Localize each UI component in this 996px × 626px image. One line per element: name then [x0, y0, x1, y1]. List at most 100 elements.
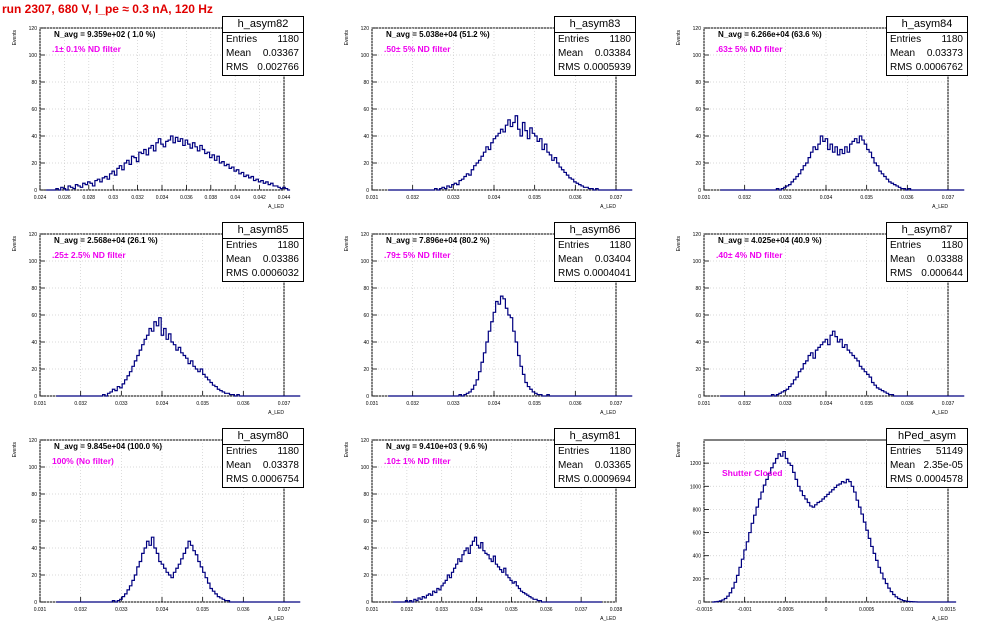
x-axis-title: A_LED — [600, 410, 616, 416]
stats-row-entries: Entries 1180 — [223, 445, 303, 459]
y-tick-label: 120 — [29, 232, 38, 238]
stats-value: 0.0006762 — [915, 62, 963, 73]
stats-value: 0.03384 — [594, 48, 631, 59]
y-tick-label: 0 — [698, 600, 701, 606]
stats-row-entries: Entries 1180 — [223, 239, 303, 253]
histogram-series — [388, 115, 633, 191]
filter-label: 100% (No filter) — [52, 456, 114, 466]
x-tick-label: 0.033 — [435, 607, 448, 613]
stats-label: Mean — [226, 254, 252, 265]
x-tick-label: -0.0005 — [777, 607, 794, 613]
stats-value: 51149 — [935, 446, 963, 457]
navg-label: N_avg = 6.266e+04 (63.6 %) — [718, 30, 822, 39]
stats-row-rms: RMS 0.000644 — [887, 267, 967, 281]
x-tick-label: 0.037 — [942, 195, 955, 201]
stats-title: hPed_asym — [887, 429, 967, 445]
x-tick-label: 0.033 — [447, 195, 460, 201]
stats-box: hPed_asym Entries 51149 Mean 2.35e-05 RMS 0.00… — [886, 428, 968, 488]
y-tick-label: 40 — [363, 134, 369, 140]
stats-row-mean: Mean 0.03386 — [223, 253, 303, 267]
y-tick-label: 100 — [693, 53, 702, 59]
x-tick-label: 0.037 — [278, 607, 291, 613]
histogram-series — [720, 135, 965, 191]
x-tick-label: 0.035 — [196, 607, 209, 613]
stats-box: h_asym83 Entries 1180 Mean 0.03384 RMS 0.00059… — [554, 16, 636, 76]
y-tick-label: 100 — [693, 259, 702, 265]
x-tick-label: 0.037 — [942, 401, 955, 407]
x-tick-label: 0.034 — [470, 607, 483, 613]
stats-value: 0.03367 — [262, 48, 299, 59]
x-tick-label: 0.04 — [230, 195, 240, 201]
histogram-svg: -0.0015 -0.001 -0.0005 0 0.0005 0.001 0.0015 0 2… — [676, 439, 957, 622]
stats-label: Mean — [890, 460, 916, 471]
x-axis-title: A_LED — [268, 410, 284, 416]
y-axis-title: Events — [12, 236, 18, 252]
y-axis-title: Events — [344, 236, 350, 252]
stats-row-mean: Mean 0.03365 — [555, 459, 635, 473]
y-axis-title: Events — [12, 30, 18, 46]
stats-title: h_asym84 — [887, 17, 967, 33]
x-tick-label: 0.038 — [610, 607, 623, 613]
histogram-pad-h_asym83: 0.031 0.032 0.033 0.034 0.035 0.036 0.037 0 20 40… — [332, 8, 664, 214]
x-tick-label: 0.036 — [569, 195, 582, 201]
x-tick-label: 0.038 — [205, 195, 218, 201]
y-tick-label: 40 — [695, 134, 701, 140]
y-tick-label: 100 — [29, 465, 38, 471]
stats-value: 0.03378 — [262, 460, 299, 471]
stats-box: h_asym84 Entries 1180 Mean 0.03373 RMS 0.00067… — [886, 16, 968, 76]
x-tick-label: 0 — [825, 607, 828, 613]
x-tick-label: 0.035 — [860, 401, 873, 407]
x-tick-label: 0.032 — [406, 401, 419, 407]
x-tick-label: 0.037 — [278, 401, 291, 407]
stats-row-rms: RMS 0.0005939 — [555, 61, 635, 75]
histogram-series — [56, 536, 301, 603]
x-tick-label: 0.034 — [156, 401, 169, 407]
stats-row-rms: RMS 0.0006762 — [887, 61, 967, 75]
stats-row-mean: Mean 0.03367 — [223, 47, 303, 61]
histogram-pad-h_asym82: 0.024 0.026 0.028 0.03 0.032 0.034 0.036 0.038 0… — [0, 8, 332, 214]
y-tick-label: 120 — [693, 26, 702, 32]
x-tick-label: 0.037 — [610, 195, 623, 201]
stats-value: 1180 — [609, 446, 631, 457]
x-tick-label: 0.031 — [698, 195, 711, 201]
x-axis-title: A_LED — [932, 204, 948, 210]
y-tick-label: 400 — [693, 554, 702, 560]
x-tick-label: 0.035 — [505, 607, 518, 613]
filter-label: .25± 2.5% ND filter — [52, 250, 126, 260]
x-tick-label: 0.032 — [406, 195, 419, 201]
stats-value: 0.0006754 — [251, 474, 299, 485]
x-tick-label: 0.033 — [115, 401, 128, 407]
y-tick-label: 0 — [698, 394, 701, 400]
stats-box: h_asym81 Entries 1180 Mean 0.03365 RMS 0.00096… — [554, 428, 636, 488]
histogram-series — [712, 450, 957, 603]
stats-row-mean: Mean 0.03373 — [887, 47, 967, 61]
x-tick-label: 0.034 — [488, 401, 501, 407]
y-tick-label: 20 — [31, 161, 37, 167]
y-tick-label: 0 — [366, 188, 369, 194]
x-tick-label: -0.0015 — [696, 607, 713, 613]
x-tick-label: 0.031 — [366, 401, 379, 407]
stats-label: Entries — [226, 446, 258, 457]
histogram-svg: 0.031 0.032 0.033 0.034 0.035 0.036 0.037 0 20 40… — [12, 438, 301, 622]
stats-row-entries: Entries 1180 — [223, 33, 303, 47]
y-tick-label: 80 — [695, 80, 701, 86]
stats-label: RMS — [226, 268, 249, 279]
x-tick-label: 0.036 — [569, 401, 582, 407]
histogram-pad-h_asym86: 0.031 0.032 0.033 0.034 0.035 0.036 0.037 0 20 40… — [332, 214, 664, 420]
stats-row-entries: Entries 51149 — [887, 445, 967, 459]
navg-label: N_avg = 9.845e+04 (100.0 %) — [54, 442, 163, 451]
y-tick-label: 800 — [693, 507, 702, 513]
stats-label: RMS — [558, 474, 581, 485]
stats-label: Mean — [558, 48, 584, 59]
x-tick-label: 0.032 — [738, 401, 751, 407]
y-axis-title: Events — [344, 30, 350, 46]
stats-label: Mean — [558, 460, 584, 471]
stats-row-rms: RMS 0.0004578 — [887, 473, 967, 487]
x-tick-label: 0.0005 — [859, 607, 875, 613]
y-tick-label: 20 — [695, 161, 701, 167]
navg-label: N_avg = 2.568e+04 (26.1 %) — [54, 236, 158, 245]
histogram-series — [46, 135, 291, 191]
stats-label: RMS — [558, 62, 581, 73]
stats-value: 1180 — [277, 446, 299, 457]
stats-value: 0.03386 — [262, 254, 299, 265]
